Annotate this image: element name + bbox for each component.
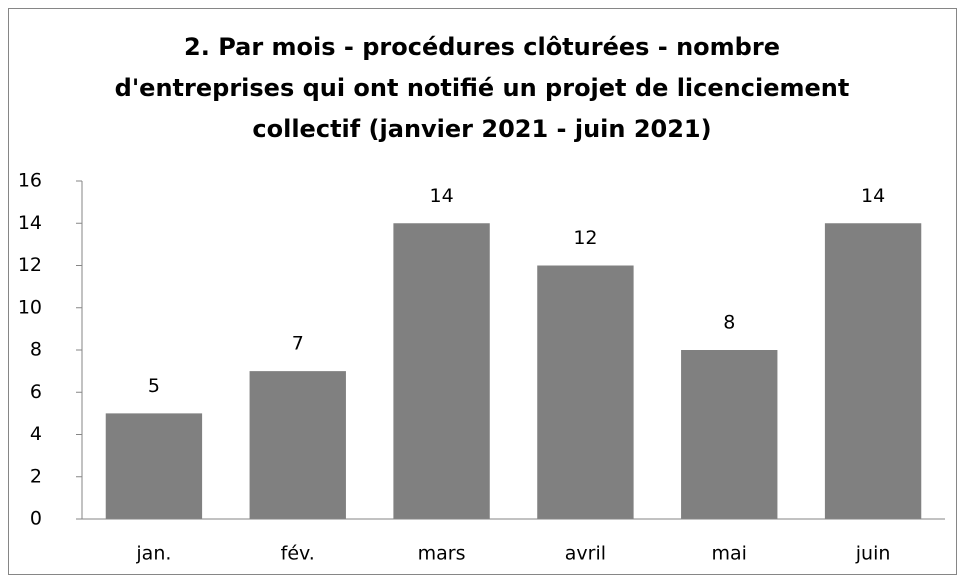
x-tick-label: juin bbox=[855, 543, 891, 565]
data-label: 5 bbox=[148, 375, 160, 397]
data-label: 12 bbox=[573, 227, 597, 249]
x-tick-label: avril bbox=[565, 543, 606, 565]
data-label: 14 bbox=[429, 185, 453, 207]
chart-title: collectif (janvier 2021 - juin 2021) bbox=[252, 115, 711, 143]
y-tick-label: 16 bbox=[18, 170, 42, 192]
y-tick-label: 6 bbox=[30, 381, 42, 403]
bar bbox=[249, 371, 346, 519]
data-label: 14 bbox=[861, 185, 885, 207]
bar bbox=[681, 350, 778, 519]
x-tick-label: fév. bbox=[281, 543, 315, 565]
bar bbox=[824, 223, 922, 519]
bar bbox=[537, 265, 634, 519]
y-tick-label: 8 bbox=[30, 339, 42, 361]
y-tick-label: 10 bbox=[18, 296, 42, 318]
x-tick-label: mars bbox=[418, 543, 466, 565]
y-tick-label: 2 bbox=[30, 465, 42, 487]
chart-title: 2. Par mois - procédures clôturées - nom… bbox=[184, 33, 780, 61]
bar bbox=[105, 413, 203, 519]
x-tick-label: jan. bbox=[135, 543, 171, 565]
x-tick-label: mai bbox=[712, 543, 747, 565]
data-label: 8 bbox=[723, 312, 735, 334]
bar bbox=[393, 223, 490, 519]
y-tick-label: 0 bbox=[30, 508, 42, 530]
chart-title: d'entreprises qui ont notifié un projet … bbox=[115, 74, 850, 102]
y-tick-label: 14 bbox=[18, 212, 42, 234]
y-tick-label: 4 bbox=[30, 423, 42, 445]
y-tick-label: 12 bbox=[18, 254, 42, 276]
data-label: 7 bbox=[292, 333, 304, 355]
